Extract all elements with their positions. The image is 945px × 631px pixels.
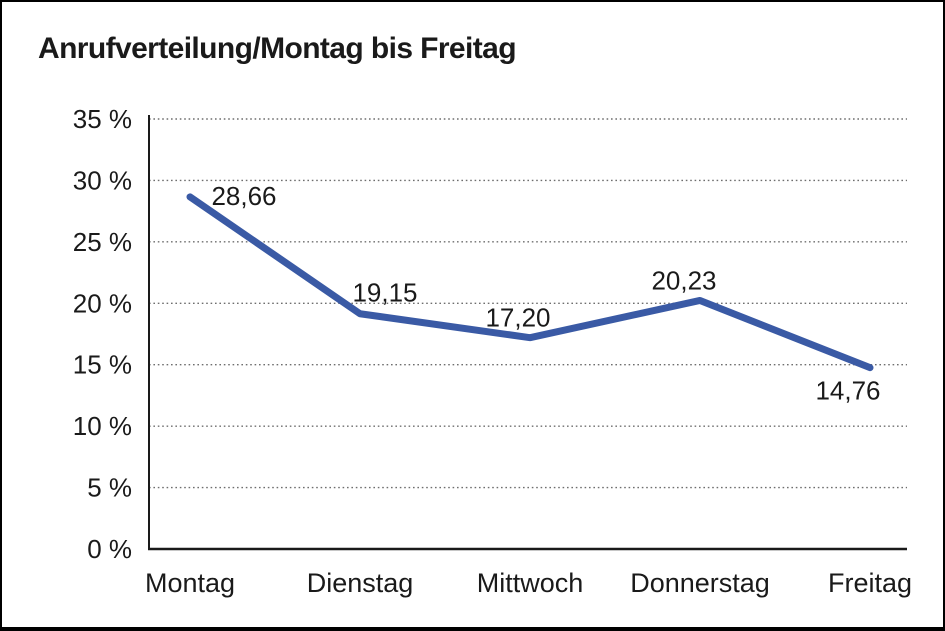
data-line	[186, 193, 874, 372]
y-tick-label: 10 %	[73, 411, 132, 441]
data-point-label: 19,15	[352, 278, 417, 308]
data-point-label: 14,76	[815, 376, 880, 406]
x-category-label: Dienstag	[307, 568, 414, 598]
x-category-label: Donnerstag	[630, 568, 770, 598]
y-tick-label: 15 %	[73, 350, 132, 380]
y-tick-label: 20 %	[73, 288, 132, 318]
y-tick-label: 5 %	[87, 473, 132, 503]
data-point-label: 20,23	[651, 265, 716, 295]
x-category-label: Freitag	[828, 568, 912, 598]
y-tick-label: 25 %	[73, 227, 132, 257]
chart-title: Anrufverteilung/Montag bis Freitag	[38, 32, 517, 65]
y-tick-label: 30 %	[73, 165, 132, 195]
x-category-label: Montag	[145, 568, 235, 598]
data-point-label: 17,20	[485, 303, 550, 333]
data-point-label: 28,66	[211, 181, 276, 211]
x-category-label: Mittwoch	[477, 568, 584, 598]
y-tick-label: 0 %	[87, 534, 132, 564]
y-tick-label: 35 %	[73, 104, 132, 134]
